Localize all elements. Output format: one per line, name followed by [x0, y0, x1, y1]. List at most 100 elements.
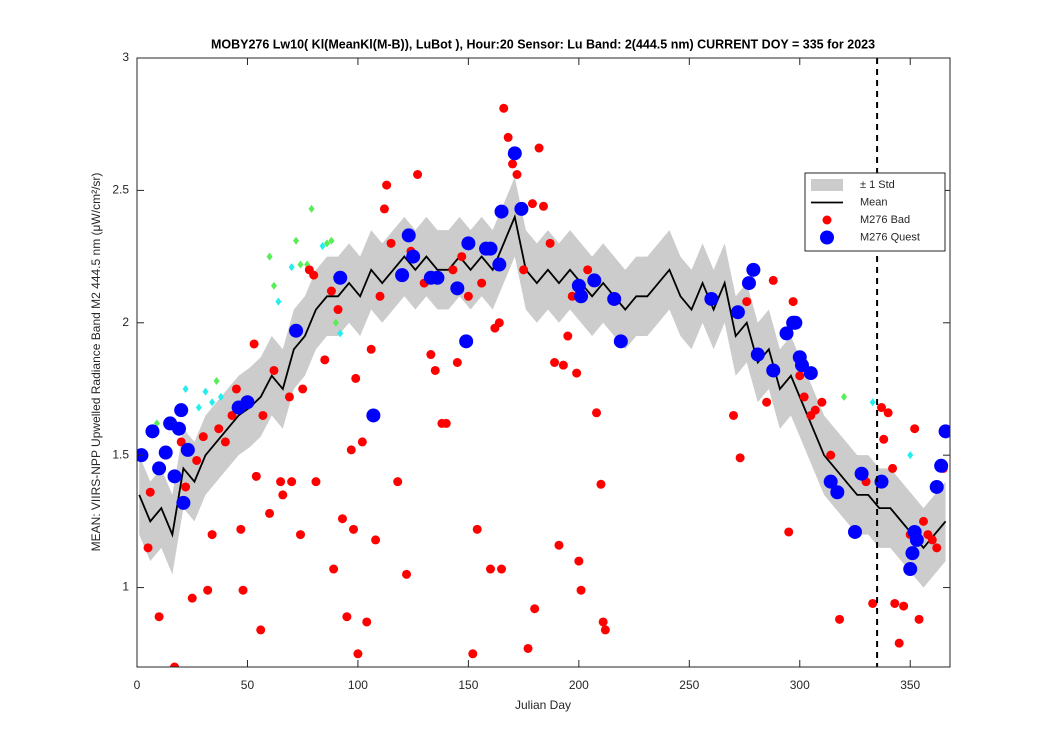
bad-point [295, 530, 305, 540]
bad-point [309, 270, 319, 280]
legend-swatch [811, 179, 843, 191]
bad-point [550, 358, 560, 367]
quest-point [430, 270, 445, 285]
mean-line [138, 213, 947, 550]
quest-point [741, 276, 756, 291]
quest-point [333, 270, 348, 285]
quest-point [180, 442, 195, 457]
bad-point [366, 344, 376, 354]
quest-point [492, 257, 507, 272]
bad-point [735, 453, 745, 463]
quest-point [174, 403, 189, 418]
quest-point [746, 262, 761, 277]
bad-point [932, 543, 942, 553]
diamond-point [840, 392, 847, 401]
diamond-point [182, 384, 189, 393]
legend-label: M276 Bad [860, 214, 910, 226]
bad-point [817, 397, 827, 407]
diamond-point [869, 398, 876, 407]
bad-point [910, 424, 920, 434]
bad-point [485, 564, 495, 574]
bad-point [329, 564, 339, 574]
quest-point [395, 268, 410, 283]
bad-point [353, 649, 363, 659]
bad-point [883, 408, 893, 418]
bad-point [278, 490, 288, 500]
quest-point [507, 146, 522, 161]
bad-point [276, 477, 286, 487]
quest-point [779, 326, 794, 341]
x-tick-label: 300 [790, 678, 810, 692]
bad-point [187, 593, 197, 603]
diamond-point [323, 239, 330, 248]
bad-point [523, 643, 533, 653]
bad-point [326, 286, 336, 296]
bad-point [176, 437, 186, 447]
bad-point [596, 479, 606, 489]
bad-point [563, 331, 573, 341]
bad-point [799, 392, 809, 402]
bad-point [346, 445, 356, 455]
quest-point [613, 334, 628, 349]
bad-point [256, 625, 266, 635]
x-tick-label: 100 [348, 678, 368, 692]
bad-point [503, 132, 513, 142]
bad-point [452, 358, 462, 367]
quest-point [750, 347, 765, 362]
x-tick-label: 200 [569, 678, 589, 692]
quest-point [848, 524, 863, 539]
diamond-point [297, 260, 304, 269]
bad-point [583, 265, 593, 275]
bad-point [810, 405, 820, 415]
bad-point [598, 617, 608, 627]
quest-point [788, 315, 803, 330]
quest-point [289, 323, 304, 338]
quest-point [514, 201, 529, 216]
bad-point [468, 649, 478, 659]
quest-point [909, 532, 924, 547]
bad-point [497, 564, 507, 574]
bad-point [927, 535, 937, 545]
y-tick-label: 2.5 [112, 183, 129, 197]
bad-point [375, 291, 385, 301]
bad-point [227, 410, 237, 420]
quest-point [704, 291, 719, 306]
bad-point [269, 365, 279, 375]
bad-point [788, 297, 798, 307]
bad-point [519, 265, 529, 275]
bad-point [545, 238, 555, 248]
bad-point [539, 201, 548, 211]
diamond-point [275, 297, 282, 306]
plot-area [137, 103, 950, 667]
diamond-point [332, 318, 339, 327]
quest-point [176, 495, 191, 510]
bad-point [527, 199, 537, 209]
diamond-point [328, 236, 335, 245]
quest-point [152, 461, 167, 476]
diamond-point [907, 451, 914, 460]
bad-point [349, 524, 359, 534]
y-tick-label: 1 [122, 580, 129, 594]
bad-point [320, 355, 330, 365]
diamond-point [213, 377, 220, 386]
bad-point [888, 463, 898, 473]
bad-point [236, 524, 246, 534]
y-tick-label: 1.5 [112, 447, 129, 461]
bad-point [457, 252, 467, 262]
quest-point [934, 458, 949, 473]
y-tick-label: 3 [122, 50, 129, 64]
bad-point [441, 418, 451, 428]
quest-point [171, 421, 186, 436]
bad-point [835, 614, 845, 624]
bad-point [238, 585, 248, 595]
bad-point [220, 437, 230, 447]
bad-point [214, 424, 224, 434]
diamond-point [202, 387, 209, 396]
bad-point [351, 373, 361, 383]
quest-point [366, 408, 381, 423]
diamond-point [195, 403, 202, 412]
bad-point [287, 477, 297, 487]
bad-point [477, 278, 487, 288]
quest-point [459, 334, 474, 349]
x-tick-label: 50 [241, 678, 255, 692]
